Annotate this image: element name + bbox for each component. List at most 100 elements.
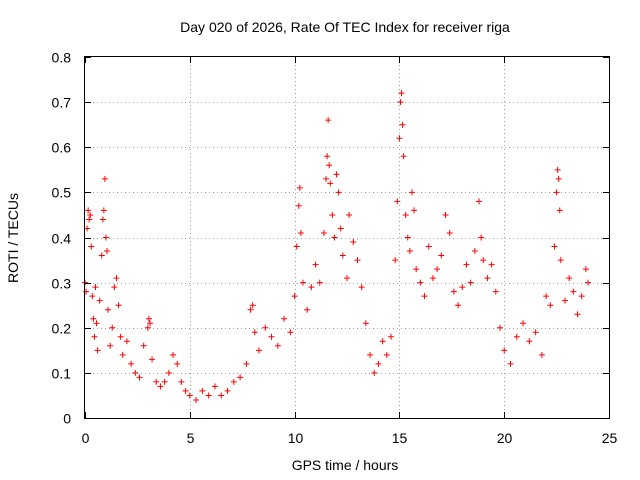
- data-point: [85, 207, 92, 214]
- data-point: [346, 211, 353, 218]
- data-point: [455, 302, 462, 309]
- data-point: [249, 302, 256, 309]
- data-point: [182, 387, 189, 394]
- data-point: [99, 216, 106, 223]
- data-point: [408, 189, 415, 196]
- data-point: [255, 347, 262, 354]
- data-point: [149, 356, 156, 363]
- data-point: [551, 243, 558, 250]
- data-point: [145, 315, 152, 322]
- data-point: [296, 184, 303, 191]
- axis-ticks: [85, 57, 610, 419]
- data-point: [83, 288, 90, 295]
- data-points: [82, 90, 592, 403]
- data-point: [371, 369, 378, 376]
- y-tick-label: 0.2: [52, 321, 72, 337]
- x-tick-label: 20: [497, 430, 513, 446]
- data-point: [293, 243, 300, 250]
- data-point: [295, 202, 302, 209]
- data-point: [136, 374, 143, 381]
- data-point: [326, 162, 333, 169]
- data-point: [442, 211, 449, 218]
- data-point: [193, 396, 200, 403]
- data-point: [532, 329, 539, 336]
- data-point: [520, 320, 527, 327]
- data-point: [324, 153, 331, 160]
- x-tick-label: 0: [82, 430, 90, 446]
- data-point: [570, 288, 577, 295]
- data-point: [96, 297, 103, 304]
- data-point: [335, 189, 342, 196]
- data-point: [268, 333, 275, 340]
- data-point: [86, 216, 93, 223]
- data-point: [327, 180, 334, 187]
- data-point: [406, 248, 413, 255]
- data-point: [93, 320, 100, 327]
- data-point: [224, 387, 231, 394]
- data-point: [94, 347, 101, 354]
- data-point: [396, 135, 403, 142]
- data-point: [488, 261, 495, 268]
- data-point: [467, 279, 474, 286]
- data-point: [274, 342, 281, 349]
- data-point: [170, 351, 177, 358]
- data-point: [484, 275, 491, 282]
- data-point: [100, 207, 107, 214]
- data-point: [218, 392, 225, 399]
- data-point: [165, 369, 172, 376]
- data-point: [304, 306, 311, 313]
- data-point: [243, 360, 250, 367]
- data-point: [140, 342, 147, 349]
- data-point: [578, 293, 585, 300]
- x-tick-label: 15: [392, 430, 408, 446]
- data-point: [230, 378, 237, 385]
- data-point: [392, 257, 399, 264]
- data-point: [161, 378, 168, 385]
- data-point: [438, 252, 445, 259]
- data-point: [333, 171, 340, 178]
- data-point: [262, 324, 269, 331]
- y-axis-label: ROTI / TECUs: [5, 193, 21, 283]
- data-point: [582, 266, 589, 273]
- data-point: [513, 333, 520, 340]
- data-point: [199, 387, 206, 394]
- data-point: [497, 324, 504, 331]
- data-point: [480, 257, 487, 264]
- chart-title: Day 020 of 2026, Rate Of TEC Index for r…: [180, 19, 510, 35]
- data-point: [375, 360, 382, 367]
- data-point: [281, 315, 288, 322]
- data-point: [492, 288, 499, 295]
- data-point: [109, 324, 116, 331]
- data-point: [478, 234, 485, 241]
- data-point: [543, 293, 550, 300]
- data-point: [113, 275, 120, 282]
- y-tick-label: 0.7: [52, 95, 72, 111]
- data-point: [399, 121, 406, 128]
- y-tick-label: 0.3: [52, 276, 72, 292]
- data-point: [128, 360, 135, 367]
- grid-layer: [85, 57, 609, 418]
- data-point: [320, 229, 327, 236]
- data-point: [186, 392, 193, 399]
- data-point: [312, 261, 319, 268]
- data-point: [115, 302, 122, 309]
- data-point: [367, 351, 374, 358]
- data-point: [211, 383, 218, 390]
- data-point: [329, 211, 336, 218]
- data-point: [297, 229, 304, 236]
- data-point: [383, 351, 390, 358]
- data-point: [425, 243, 432, 250]
- data-point: [111, 284, 118, 291]
- data-point: [538, 351, 545, 358]
- data-point: [337, 225, 344, 232]
- y-tick-label: 0.4: [52, 231, 72, 247]
- data-point: [429, 275, 436, 282]
- data-point: [379, 338, 386, 345]
- x-tick-label: 25: [602, 430, 618, 446]
- x-tick-label: 5: [187, 430, 195, 446]
- data-point: [459, 284, 466, 291]
- x-tick-label: 10: [288, 430, 304, 446]
- data-point: [411, 207, 418, 214]
- data-point: [555, 175, 562, 182]
